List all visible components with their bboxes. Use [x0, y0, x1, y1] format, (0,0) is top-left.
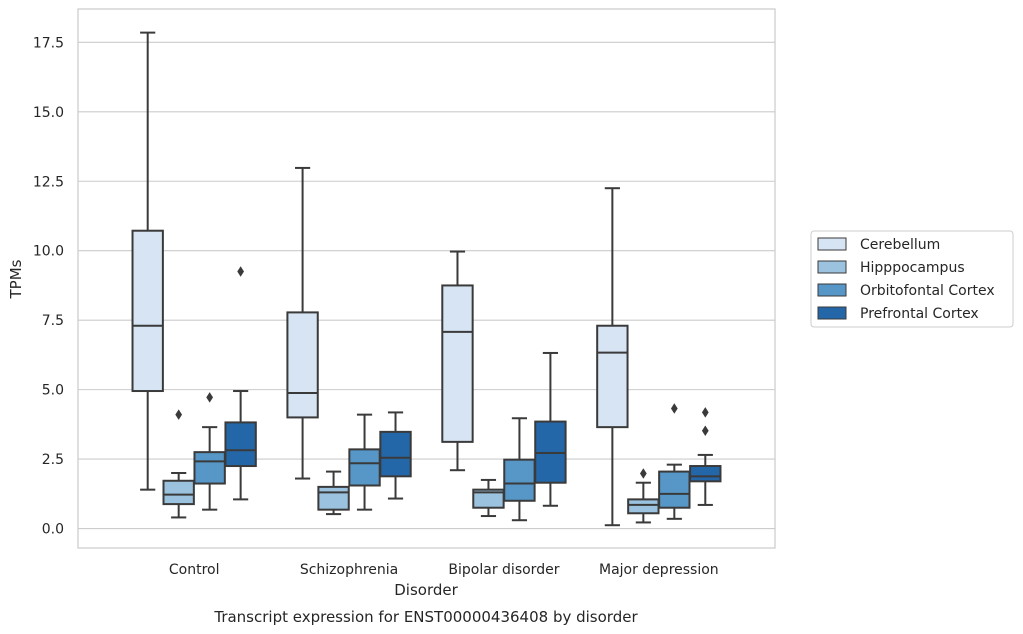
y-tick-label: 7.5: [42, 313, 64, 329]
box-group: [534, 351, 567, 507]
x-tick-label: Major depression: [599, 562, 719, 578]
grid-lines: [78, 41, 775, 530]
box-body: [627, 498, 660, 515]
legend-swatch: [817, 237, 847, 251]
chart-caption: Transcript expression for ENST0000043640…: [213, 608, 638, 626]
box-body: [131, 229, 164, 393]
legend-item: Hipppocampus: [817, 260, 965, 276]
x-tick-labels: Control Schizophrenia Bipolar disorder Majo…: [169, 562, 719, 578]
box-group: [193, 392, 226, 511]
legend-items: Cerebellum Hipppocampus Orbitofontal Corte…: [817, 237, 995, 322]
box-group: [441, 250, 474, 472]
outlier-point: [639, 468, 647, 479]
outlier-point: [670, 403, 678, 414]
box-body: [193, 451, 226, 485]
legend-frame: [810, 230, 1014, 328]
box-group: [596, 187, 629, 527]
box-group: [224, 266, 257, 501]
outlier-point: [701, 425, 709, 437]
legend-swatch: [817, 283, 847, 297]
box-group: [317, 470, 350, 516]
legend-label: Cerebellum: [860, 237, 940, 253]
outlier-point: [175, 409, 183, 420]
outlier-point: [237, 266, 244, 277]
y-tick-label: 17.5: [33, 35, 64, 51]
box-body: [689, 465, 722, 483]
y-tick-label: 0.0: [42, 522, 64, 538]
box-group: [472, 478, 505, 518]
legend-swatch: [817, 260, 847, 274]
x-tick-label: Schizophrenia: [300, 562, 398, 578]
legend-item: Prefrontal Cortex: [817, 306, 979, 322]
series-3: [224, 266, 722, 507]
legend-swatch: [817, 306, 847, 320]
box-body: [658, 470, 691, 509]
box-group: [379, 411, 412, 500]
box-group: [286, 166, 319, 480]
x-tick-label: Bipolar disorder: [448, 562, 559, 578]
box-group: [162, 409, 195, 519]
box-series: [131, 31, 722, 527]
box-body: [596, 324, 629, 429]
box-body: [441, 284, 474, 443]
box-group: [348, 413, 381, 511]
legend-item: Orbitofontal Cortex: [817, 283, 995, 299]
box-body: [286, 311, 319, 419]
box-body: [348, 448, 381, 487]
legend-label: Prefrontal Cortex: [860, 306, 979, 322]
box-group: [503, 417, 536, 522]
legend-item: Cerebellum: [817, 237, 940, 253]
y-tick-label: 15.0: [33, 105, 64, 121]
y-tick-label: 10.0: [33, 244, 64, 260]
series-1: [162, 409, 660, 524]
box-body: [503, 458, 536, 502]
plot-frame: [77, 8, 776, 549]
box-body: [162, 479, 195, 506]
outlier-point: [701, 407, 709, 418]
y-tick-label: 12.5: [33, 174, 64, 190]
x-tick-label: Control: [169, 562, 220, 578]
box-group: [658, 403, 691, 520]
series-2: [193, 392, 691, 522]
y-tick-label: 5.0: [42, 383, 64, 399]
box-group: [627, 468, 660, 524]
y-tick-labels: 0.0 2.5 5.0 7.5 10.0 12.5 15.0 17.5: [33, 35, 64, 537]
legend: Cerebellum Hipppocampus Orbitofontal Corte…: [810, 230, 1014, 328]
series-0: [131, 31, 629, 527]
y-tick-label: 2.5: [42, 452, 64, 468]
box-body: [379, 430, 412, 478]
box-body: [317, 485, 350, 511]
legend-label: Hipppocampus: [860, 260, 965, 276]
x-axis-label: Disorder: [394, 581, 458, 599]
box-group: [131, 31, 164, 491]
box-body: [224, 421, 257, 468]
legend-label: Orbitofontal Cortex: [860, 283, 995, 299]
box-group: [689, 407, 722, 506]
y-axis-label: TPMs: [7, 259, 25, 299]
outlier-point: [206, 392, 214, 403]
